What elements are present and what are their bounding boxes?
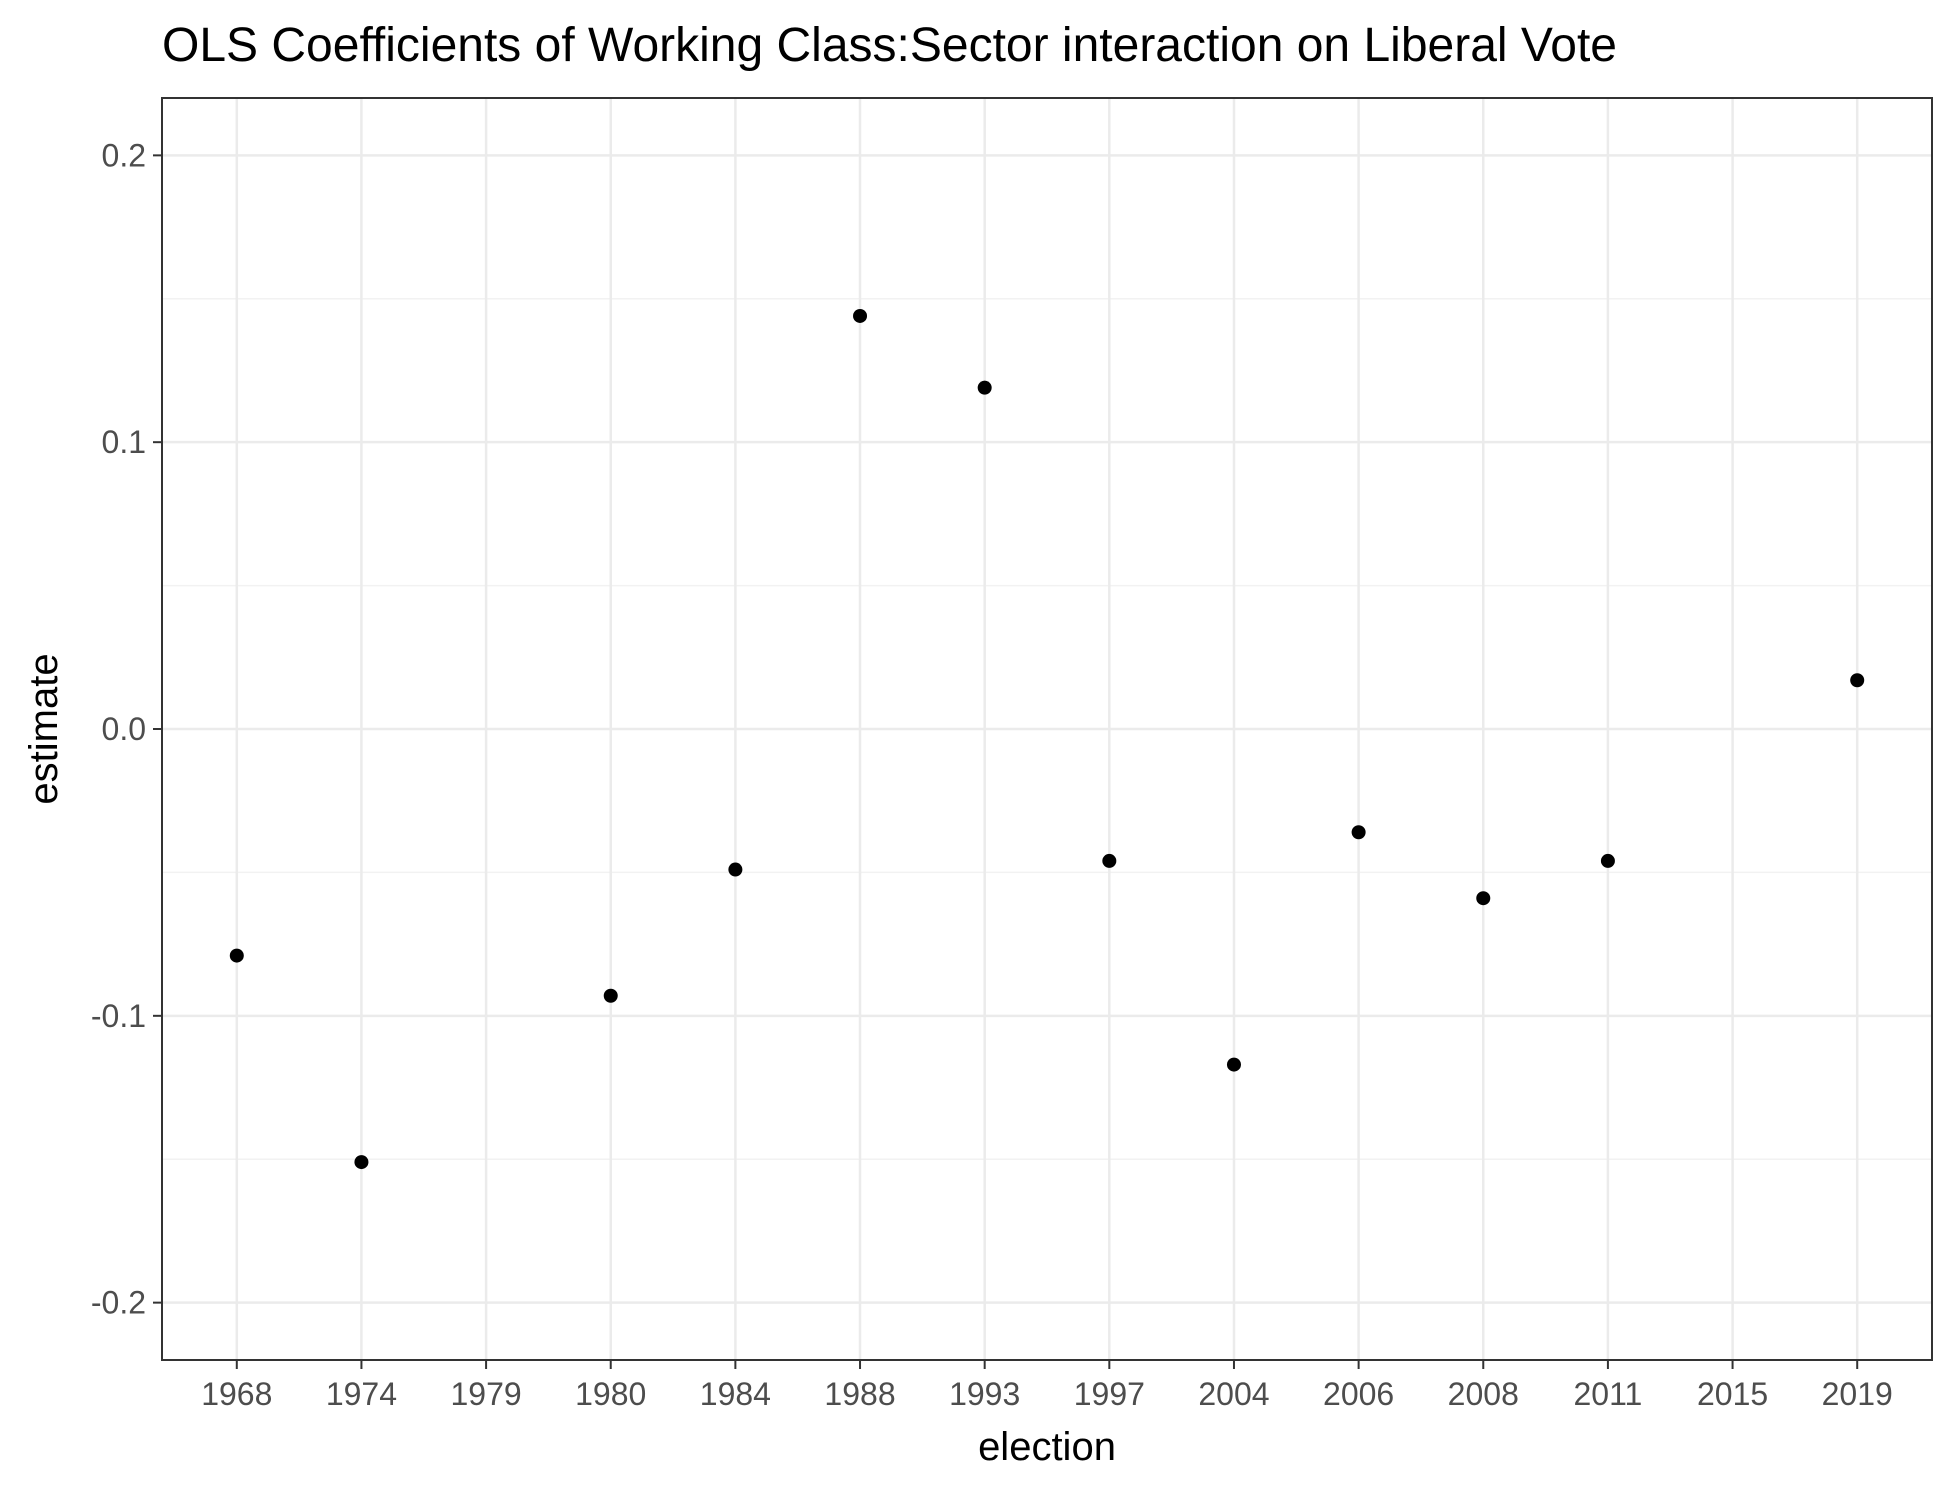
x-tick-label: 2011: [1574, 1376, 1643, 1412]
x-tick-label: 2019: [1822, 1376, 1893, 1412]
x-tick-label: 1974: [326, 1376, 397, 1412]
data-point: [977, 380, 992, 395]
x-tick-label: 1997: [1074, 1376, 1145, 1412]
x-tick-label: 1984: [700, 1376, 771, 1412]
x-tick-label: 1988: [824, 1376, 895, 1412]
x-tick-label: 1968: [201, 1376, 272, 1412]
data-point: [853, 308, 868, 323]
data-points: [229, 308, 1865, 1170]
data-point: [354, 1155, 369, 1170]
y-tick-label: 0.1: [102, 424, 146, 460]
data-point: [1226, 1057, 1241, 1072]
data-point: [603, 988, 618, 1003]
y-axis-ticks: -0.2 -0.1 0.0 0.1 0.2: [91, 137, 162, 1321]
x-tick-label: 2008: [1448, 1376, 1519, 1412]
x-tick-label: 1979: [450, 1376, 521, 1412]
minor-gridlines: [162, 298, 1932, 1160]
x-tick-label: 1980: [575, 1376, 646, 1412]
y-tick-label: -0.1: [91, 998, 146, 1034]
data-point: [1351, 825, 1366, 840]
data-point: [229, 948, 244, 963]
chart-title: OLS Coefficients of Working Class:Sector…: [162, 19, 1617, 72]
x-tick-label: 2004: [1198, 1376, 1269, 1412]
x-tick-label: 2015: [1697, 1376, 1768, 1412]
y-tick-label: -0.2: [91, 1285, 146, 1321]
data-point: [1850, 673, 1865, 688]
x-tick-label: 2006: [1323, 1376, 1394, 1412]
x-tick-label: 1993: [949, 1376, 1020, 1412]
y-axis-title: estimate: [22, 653, 66, 804]
y-tick-label: 0.2: [102, 137, 146, 173]
major-gridlines: [162, 98, 1932, 1360]
data-point: [1102, 853, 1117, 868]
x-axis-title: election: [978, 1425, 1116, 1469]
data-point: [728, 862, 743, 877]
data-point: [1476, 891, 1491, 906]
x-axis-ticks: 1968 1974 1979 1980 1984 1988 1993 1997 2004 2006…: [201, 1360, 1893, 1412]
data-point: [1600, 853, 1615, 868]
y-tick-label: 0.0: [102, 711, 146, 747]
